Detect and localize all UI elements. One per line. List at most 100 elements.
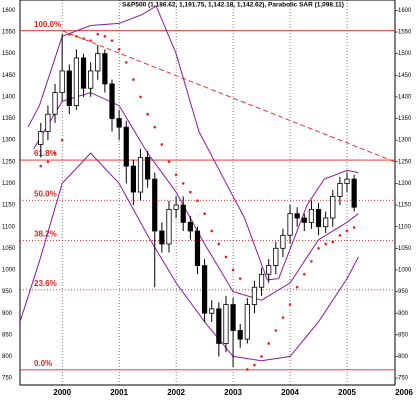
- candle-body: [80, 57, 87, 89]
- y-tick-label-left: 750: [2, 376, 13, 382]
- sar-dot: [103, 35, 107, 38]
- candle-body: [88, 70, 94, 89]
- y-tick-label-right: 1100: [398, 224, 412, 230]
- candle-body: [95, 53, 101, 72]
- y-tick-label-left: 1100: [2, 224, 16, 230]
- y-tick-label-left: 1400: [2, 94, 16, 100]
- sar-dot: [153, 125, 157, 129]
- y-tick-label-left: 1450: [2, 73, 16, 79]
- fib-label: 50.0%: [34, 189, 57, 198]
- sar-dot: [331, 240, 335, 244]
- y-tick-label-right: 950: [398, 289, 409, 295]
- sar-dot: [231, 268, 235, 272]
- sar-dot: [281, 316, 285, 319]
- y-tick-label-right: 1200: [398, 181, 412, 187]
- sar-dot: [82, 37, 85, 40]
- y-tick-label-left: 1550: [2, 30, 16, 36]
- candle-body: [351, 178, 357, 208]
- sar-dot: [160, 143, 164, 146]
- candle-body: [109, 83, 115, 119]
- y-tick-label-right: 850: [398, 332, 409, 338]
- y-tick-label-right: 750: [398, 376, 409, 382]
- y-tick-label-left: 1050: [2, 246, 16, 252]
- y-tick-label-right: 900: [398, 311, 409, 317]
- y-tick-label-left: 1150: [2, 203, 16, 209]
- sar-dot: [67, 32, 71, 36]
- y-tick-label-left: 1500: [2, 51, 16, 57]
- candle-body: [230, 304, 236, 331]
- candle-body: [52, 92, 58, 115]
- fib-label: 23.6%: [34, 279, 57, 288]
- y-tick-label-right: 800: [398, 354, 409, 360]
- candle-body: [201, 265, 208, 314]
- y-tick-label-right: 1300: [398, 138, 412, 144]
- sar-dot: [46, 160, 50, 164]
- y-tick-label-left: 850: [2, 332, 13, 338]
- y-tick-label-left: 1200: [2, 181, 16, 187]
- sar-dot: [189, 190, 192, 194]
- candle-body: [294, 213, 300, 219]
- fib-label: 38.2%: [34, 230, 57, 239]
- sar-dot: [295, 285, 299, 289]
- y-tick-label-left: 1000: [2, 268, 16, 274]
- fib-label: 61.8%: [34, 149, 57, 158]
- candle-body: [145, 157, 151, 180]
- candle-body: [216, 308, 222, 344]
- sar-dot: [310, 259, 313, 263]
- sar-dot: [139, 95, 142, 99]
- y-tick-label-right: 1000: [398, 268, 412, 274]
- x-tick-label: 2004: [281, 388, 299, 397]
- sar-dot: [267, 342, 270, 345]
- candle-body: [59, 70, 65, 93]
- sar-dot: [302, 272, 306, 276]
- candle-body: [173, 204, 179, 210]
- candle-body: [258, 273, 265, 288]
- candle-body: [152, 178, 158, 232]
- candle-body: [344, 178, 350, 184]
- candle-body: [237, 330, 243, 340]
- candle-body: [330, 195, 336, 219]
- sar-dot: [345, 229, 349, 233]
- sar-dot: [338, 234, 342, 237]
- y-tick-label-right: 1550: [398, 30, 412, 36]
- sar-dot: [132, 78, 135, 81]
- sar-dot: [224, 255, 228, 259]
- y-tick-label-left: 800: [2, 354, 13, 360]
- sar-dot: [203, 212, 206, 215]
- candle-body: [38, 131, 44, 145]
- sar-dot: [253, 363, 256, 367]
- candle-body: [45, 113, 51, 132]
- band-line: [20, 152, 359, 362]
- candle-body: [66, 70, 72, 106]
- candle-body: [251, 286, 258, 305]
- sar-dot: [110, 39, 114, 42]
- candle-body: [287, 213, 293, 236]
- sar-dot: [167, 160, 171, 164]
- sar-dot: [174, 173, 178, 177]
- sar-dot: [210, 229, 214, 233]
- sar-dot: [260, 355, 263, 358]
- sar-dot: [89, 39, 92, 42]
- candle-body: [223, 304, 229, 344]
- x-tick-label: 2006: [395, 388, 413, 397]
- sar-dot: [60, 138, 64, 142]
- x-tick-label: 2005: [338, 388, 356, 397]
- candle-body: [137, 157, 144, 193]
- candle-body: [73, 57, 80, 106]
- y-tick-label-right: 1500: [398, 51, 412, 57]
- sar-dot: [75, 35, 78, 38]
- candle-body: [116, 118, 122, 128]
- y-tick-label-left: 1350: [2, 116, 16, 122]
- y-tick-label-left: 1300: [2, 138, 16, 144]
- fib-label: 100.0%: [34, 20, 61, 29]
- band-line: [27, 5, 359, 281]
- y-tick-label-left: 950: [2, 289, 13, 295]
- candle-body: [209, 308, 215, 314]
- sar-dot: [53, 151, 57, 155]
- sar-dot: [274, 329, 278, 332]
- candle-body: [166, 208, 172, 245]
- sar-dot: [288, 303, 292, 306]
- sar-dot: [217, 242, 221, 246]
- candle-body: [180, 204, 186, 223]
